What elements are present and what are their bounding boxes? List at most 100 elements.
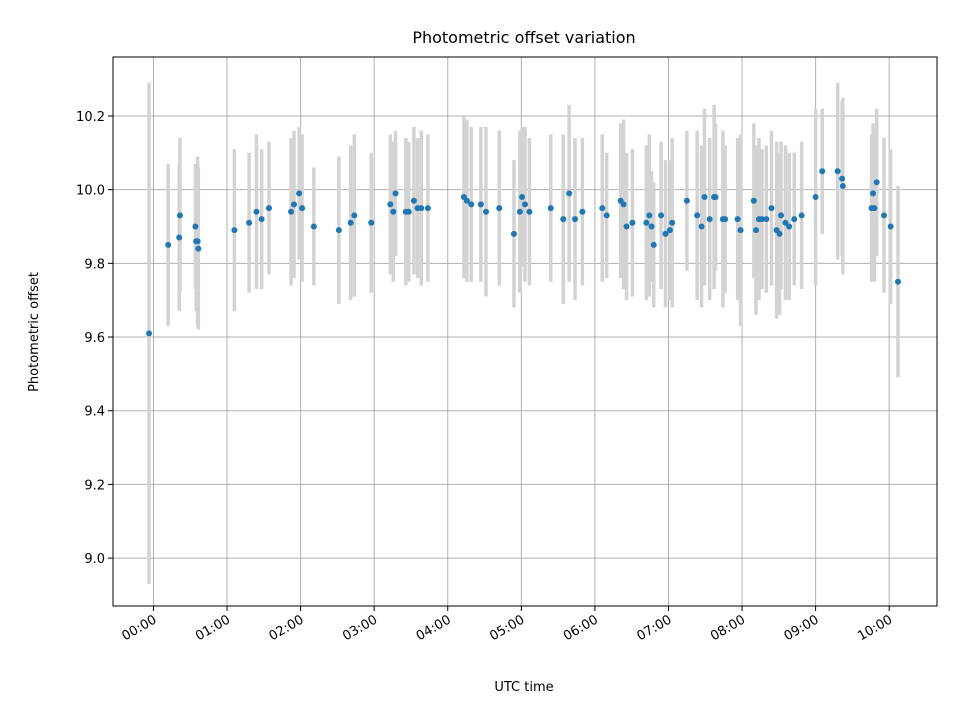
- data-point: [791, 216, 798, 223]
- x-tick-label: 05:00: [487, 612, 527, 644]
- data-point: [603, 212, 610, 219]
- data-point: [887, 223, 894, 230]
- data-point: [288, 208, 295, 215]
- data-point: [176, 212, 183, 219]
- data-point: [776, 230, 783, 237]
- x-axis-label: UTC time: [494, 680, 553, 695]
- y-tick-label: 9.2: [84, 478, 105, 493]
- plot-frame: [112, 56, 938, 607]
- data-point: [424, 205, 431, 212]
- x-tick-label: 00:00: [120, 612, 160, 644]
- data-point: [798, 212, 805, 219]
- data-point: [253, 208, 260, 215]
- x-tick-label: 07:00: [635, 612, 675, 644]
- data-point: [629, 219, 636, 226]
- data-point: [701, 194, 708, 201]
- data-point: [387, 201, 394, 208]
- chart-title: Photometric offset variation: [412, 28, 635, 47]
- y-tick-label: 9.0: [84, 552, 105, 567]
- data-point: [165, 241, 172, 248]
- data-point: [468, 201, 475, 208]
- y-tick-label: 9.6: [84, 331, 105, 346]
- data-point: [722, 216, 729, 223]
- data-point: [895, 278, 902, 285]
- data-point: [623, 223, 630, 230]
- data-points: [146, 168, 902, 337]
- data-point: [347, 219, 354, 226]
- data-point: [734, 216, 741, 223]
- error-bars: [147, 82, 900, 584]
- data-point: [231, 227, 238, 234]
- data-point: [405, 208, 412, 215]
- data-point: [753, 227, 760, 234]
- data-point: [477, 201, 484, 208]
- data-point: [873, 179, 880, 186]
- data-point: [839, 175, 846, 182]
- data-point: [526, 208, 533, 215]
- data-point: [758, 216, 765, 223]
- data-point: [463, 197, 470, 204]
- data-point: [839, 182, 846, 189]
- y-tick-label: 9.4: [84, 405, 105, 420]
- y-axis-label: Photometric offset: [27, 272, 42, 392]
- data-point: [418, 205, 425, 212]
- x-tick-label: 08:00: [708, 612, 748, 644]
- data-point: [694, 212, 701, 219]
- data-point: [834, 168, 841, 175]
- x-tick-label: 04:00: [414, 612, 454, 644]
- data-point: [819, 168, 826, 175]
- x-tick-label: 09:00: [782, 612, 822, 644]
- x-axis-ticks: 00:00 01:00 02:00 03:00 04:00 05:00 06:00 07:00…: [120, 606, 895, 644]
- data-point: [579, 208, 586, 215]
- data-point: [778, 212, 785, 219]
- data-point: [335, 227, 342, 234]
- data-point: [881, 212, 888, 219]
- data-point: [410, 197, 417, 204]
- data-point: [265, 205, 272, 212]
- data-point: [246, 219, 253, 226]
- x-tick-label: 02:00: [267, 612, 307, 644]
- data-point: [599, 205, 606, 212]
- data-point: [368, 219, 375, 226]
- data-point: [869, 190, 876, 197]
- data-point: [812, 194, 819, 201]
- x-tick-label: 01:00: [193, 612, 233, 644]
- y-tick-label: 10.0: [76, 184, 105, 199]
- y-tick-label: 9.8: [84, 257, 105, 272]
- data-point: [750, 197, 757, 204]
- data-point: [871, 205, 878, 212]
- data-point: [650, 241, 657, 248]
- data-point: [763, 216, 770, 223]
- data-point: [258, 216, 265, 223]
- data-point: [646, 212, 653, 219]
- data-point: [666, 227, 673, 234]
- data-point: [572, 216, 579, 223]
- data-point: [683, 197, 690, 204]
- data-point: [643, 219, 650, 226]
- data-point: [146, 330, 153, 337]
- data-point: [510, 230, 517, 237]
- data-point: [547, 205, 554, 212]
- data-point: [192, 223, 199, 230]
- data-point: [658, 212, 665, 219]
- data-point: [737, 227, 744, 234]
- data-point: [648, 223, 655, 230]
- data-point: [522, 201, 528, 208]
- data-point: [390, 208, 397, 215]
- data-point: [712, 194, 719, 201]
- data-point: [698, 223, 705, 230]
- y-tick-label: 10.2: [76, 110, 105, 125]
- data-point: [392, 190, 399, 197]
- data-point: [706, 216, 713, 223]
- data-point: [176, 234, 183, 241]
- data-point: [566, 190, 573, 197]
- x-tick-label: 10:00: [855, 612, 895, 644]
- data-point: [351, 212, 358, 219]
- data-point: [496, 205, 503, 212]
- data-point: [782, 219, 789, 226]
- data-point: [662, 230, 669, 237]
- data-point: [296, 190, 303, 197]
- data-point: [290, 201, 297, 208]
- data-point: [669, 219, 676, 226]
- data-point: [483, 208, 490, 215]
